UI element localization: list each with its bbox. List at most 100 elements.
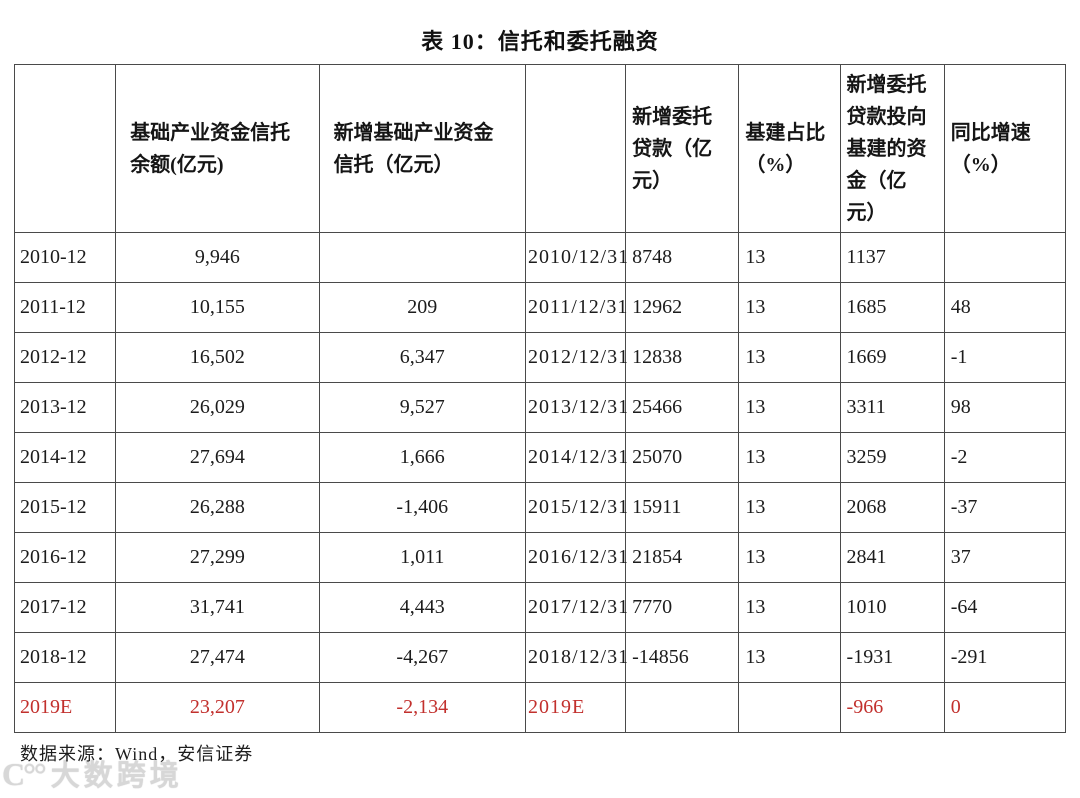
table-cell: 13 [738, 532, 841, 583]
header-trust-balance: 基础产业资金信托 余额(亿元) [115, 64, 320, 233]
table-cell: 13 [738, 582, 841, 633]
table-cell: 2019E [524, 682, 627, 733]
table-row: 2018-12 27,474 -4,267 2018/12/31 -14856 13 -19… [13, 632, 1067, 683]
table-cell: 23,207 [115, 682, 320, 733]
table-cell [318, 232, 526, 283]
table-cell: 3259 [839, 432, 945, 483]
table-cell: 2013/12/31 [524, 382, 628, 433]
table-cell: 2015-12 [13, 482, 117, 533]
table-cell: 6,347 [318, 332, 526, 383]
table-cell: 13 [738, 382, 841, 433]
header-entrusted-loans-to-infrastructure: 新增委托 贷款投向 基建的资 金（亿 元） [839, 64, 945, 233]
table-row: 2010-12 9,946 2010/12/31 8748 13 1137 [13, 232, 1067, 283]
table-cell: 13 [738, 232, 841, 283]
table-cell: 16,502 [115, 332, 320, 383]
table-cell: 9,946 [115, 232, 320, 283]
table-cell: 2014-12 [13, 432, 117, 483]
table-cell: 25466 [625, 382, 740, 433]
table-cell: 26,288 [115, 482, 320, 533]
table-cell: 2017/12/31 [524, 582, 628, 633]
table-body: 2010-12 9,946 2010/12/31 8748 13 1137 2011-12 1… [13, 232, 1067, 733]
header-yoy-growth: 同比增速 （%） [943, 64, 1067, 233]
table-cell: 48 [943, 282, 1067, 333]
table-cell: 31,741 [115, 582, 320, 633]
table-cell: 2011/12/31 [524, 282, 627, 333]
table-cell: -4,267 [318, 632, 526, 683]
table-cell: 2012-12 [13, 332, 117, 383]
table-cell: -2 [943, 432, 1067, 483]
table-cell: 209 [318, 282, 526, 333]
table-cell: 2010-12 [13, 232, 117, 283]
table-cell: 3311 [839, 382, 945, 433]
header-date-right [524, 64, 627, 233]
table-cell: 10,155 [115, 282, 320, 333]
table-cell: -2,134 [318, 682, 526, 733]
watermark-text: 大数跨境 [50, 760, 183, 792]
table-row: 2016-12 27,299 1,011 2016/12/31 21854 13 2841 3… [13, 532, 1067, 583]
table-cell: 4,443 [318, 582, 526, 633]
header-new-trust: 新增基础产业资金 信托（亿元） [318, 64, 526, 233]
table-cell: 2017-12 [13, 582, 117, 633]
table-cell: 98 [943, 382, 1067, 433]
table-cell: 1685 [839, 282, 945, 333]
table-cell: 1,666 [318, 432, 526, 483]
table-cell: 8748 [625, 232, 740, 283]
table-cell: -291 [943, 632, 1067, 683]
table-cell: 1137 [839, 232, 945, 283]
table-cell: -1931 [839, 632, 945, 683]
table-cell: 2011-12 [13, 282, 117, 333]
table-cell: 2015/12/31 [524, 482, 628, 533]
table-cell: 1,011 [318, 532, 526, 583]
table-cell: 25070 [625, 432, 740, 483]
table-cell: 27,474 [115, 632, 320, 683]
table-title: 表 10：信托和委托融资 [421, 29, 659, 54]
table-cell: 1669 [839, 332, 945, 383]
table-cell: 2012/12/31 [524, 332, 628, 383]
table-row: 2011-12 10,155 209 2011/12/31 12962 13 1685 48 [13, 282, 1067, 333]
header-row: 基础产业资金信托 余额(亿元) 新增基础产业资金 信托（亿元） 新增委托 贷款（… [13, 64, 1067, 233]
table-row: 2019E 23,207 -2,134 2019E -966 0 [13, 682, 1067, 733]
table-cell [943, 232, 1067, 283]
table-row: 2015-12 26,288 -1,406 2015/12/31 15911 13 2068… [13, 482, 1067, 533]
table-cell: -1,406 [318, 482, 526, 533]
table-cell: -966 [839, 682, 945, 733]
header-infrastructure-share: 基建占比 （%） [738, 64, 841, 233]
table-cell: 9,527 [318, 382, 526, 433]
table-cell: 27,694 [115, 432, 320, 483]
table-cell: -64 [943, 582, 1067, 633]
table-cell: 15911 [625, 482, 740, 533]
table-cell: 13 [738, 482, 841, 533]
table-cell: 2010/12/31 [524, 232, 628, 283]
table-cell: -14856 [625, 632, 740, 683]
table-cell: 2018-12 [13, 632, 117, 683]
table-row: 2013-12 26,029 9,527 2013/12/31 25466 13 3311 9… [13, 382, 1067, 433]
table-cell: 26,029 [115, 382, 320, 433]
table-cell: 2019E [13, 682, 117, 733]
table-cell: 13 [738, 332, 841, 383]
table-cell: 13 [738, 282, 841, 333]
table-cell: 2068 [839, 482, 945, 533]
table-row: 2017-12 31,741 4,443 2017/12/31 7770 13 1010 -6… [13, 582, 1067, 633]
data-source: 数据来源：Wind，安信证券 [20, 744, 254, 764]
header-new-entrusted-loans: 新增委托 贷款（亿 元） [625, 64, 740, 233]
table-row: 2014-12 27,694 1,666 2014/12/31 25070 13 3259-… [13, 432, 1067, 483]
table-cell: 37 [943, 532, 1067, 583]
table-cell: 12838 [625, 332, 740, 383]
table-cell: -1 [943, 332, 1067, 383]
table-cell: 12962 [625, 282, 740, 333]
table-cell: -37 [943, 482, 1067, 533]
header-date-left [13, 64, 117, 233]
table-cell [625, 682, 740, 733]
table-cell: 27,299 [115, 532, 320, 583]
table-cell: 21854 [625, 532, 740, 583]
table-cell: 2018/12/31 [524, 632, 628, 683]
trust-entrusted-financing-table: 基础产业资金信托 余额(亿元) 新增基础产业资金 信托（亿元） 新增委托 贷款（… [13, 64, 1067, 733]
table-cell: 13 [738, 632, 841, 683]
table-cell: 2016-12 [13, 532, 117, 583]
table-row: 2012-12 16,502 6,347 2012/12/31 12838 13 1669-… [13, 332, 1067, 383]
table-cell: 1010 [839, 582, 945, 633]
table-cell [738, 682, 841, 733]
table-cell: 13 [738, 432, 841, 483]
watermark: C°° 大数跨境 [2, 752, 183, 794]
